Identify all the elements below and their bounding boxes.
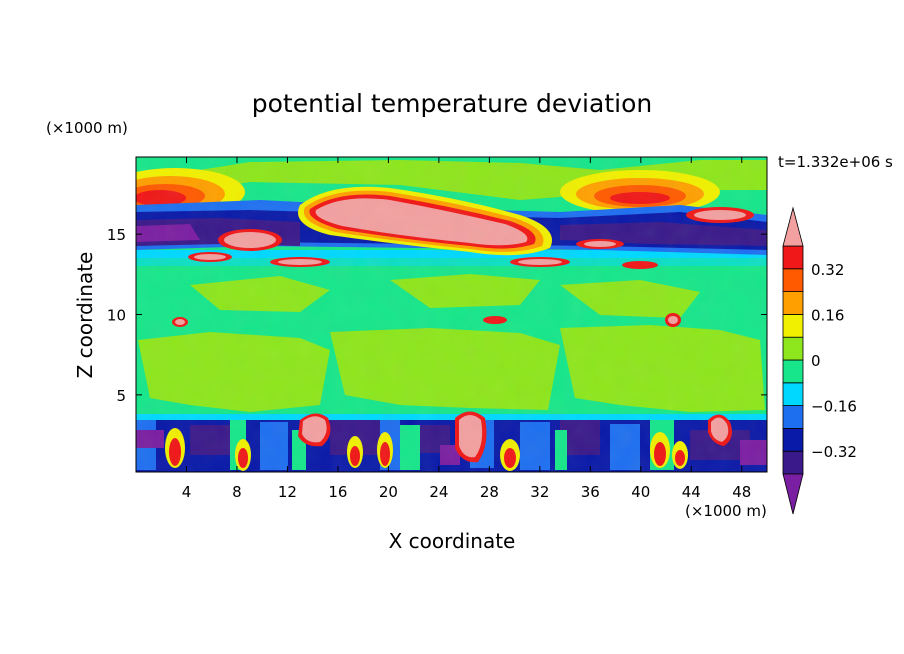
colorbar-tick-label: −0.32 [811,443,857,461]
colorbar: 0.32 0.16 0 −0.16 −0.32 [782,206,857,515]
y-unit-label: (×1000 m) [46,119,128,137]
chart-title: potential temperature deviation [252,89,652,118]
colorbar-swatch [782,268,804,292]
colorbar-tick-label: −0.16 [811,398,857,416]
x-tick-label: 24 [429,483,448,501]
x-tick-label: 12 [278,483,297,501]
colorbar-swatch [782,427,804,452]
x-tick-label: 48 [732,483,751,501]
contour-field [136,157,767,472]
y-axis-label: Z coordinate [73,252,97,379]
colorbar-tick-label: 0.16 [811,306,844,324]
x-tick-label: 28 [480,483,499,501]
y-ticks: 5 10 15 [107,226,767,405]
colorbar-swatch [782,450,804,475]
colorbar-swatch [782,336,804,361]
colorbar-swatch [782,382,804,406]
y-tick-label: 15 [107,226,126,244]
x-tick-label: 44 [682,483,701,501]
colorbar-swatch [782,245,804,270]
x-axis-label: X coordinate [389,529,516,553]
colorbar-swatch [782,291,804,315]
colorbar-swatch [782,359,804,384]
x-tick-label: 20 [379,483,398,501]
y-tick-label: 10 [107,307,126,325]
x-tick-label: 16 [328,483,347,501]
colorbar-top-arrow [782,206,804,247]
time-label: t=1.332e+06 s [778,153,893,171]
x-tick-label: 8 [232,483,242,501]
colorbar-tick-label: 0.32 [811,261,844,279]
colorbar-swatch [782,405,804,429]
x-unit-label: (×1000 m) [685,502,767,520]
colorbar-bottom-arrow [782,473,804,515]
x-tick-label: 32 [530,483,549,501]
x-tick-label: 4 [182,483,192,501]
y-tick-label: 5 [116,387,126,405]
colorbar-swatch [782,313,804,338]
x-tick-label: 36 [581,483,600,501]
x-ticks: 4 8 12 16 20 24 28 32 36 40 44 48 [182,157,751,501]
colorbar-tick-label: 0 [811,352,821,370]
x-tick-label: 40 [631,483,650,501]
